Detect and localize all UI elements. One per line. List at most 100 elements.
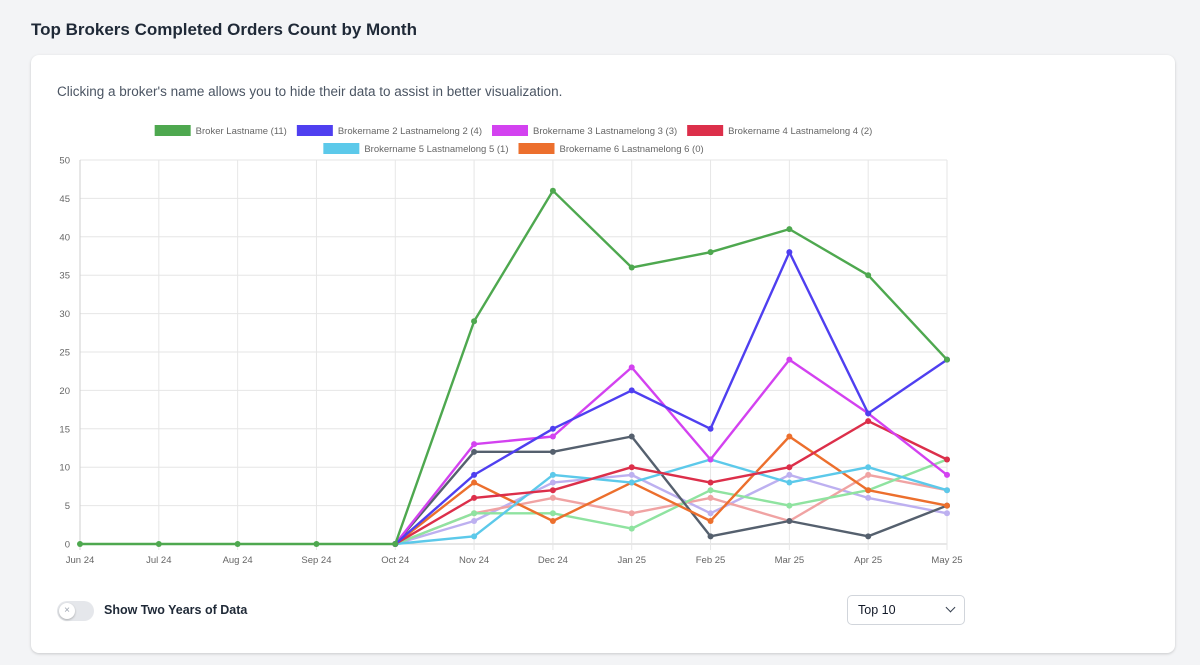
data-point <box>628 387 635 394</box>
y-tick-label: 40 <box>59 232 70 243</box>
data-point <box>549 471 556 478</box>
legend-swatch <box>296 125 333 136</box>
page-title: Top Brokers Completed Orders Count by Mo… <box>31 20 417 39</box>
data-point <box>865 410 872 417</box>
x-tick-label: Oct 24 <box>381 555 409 566</box>
data-point <box>628 510 635 517</box>
x-tick-label: Jan 25 <box>617 555 646 566</box>
x-tick-label: May 25 <box>931 555 962 566</box>
data-point <box>786 464 793 471</box>
data-point <box>707 487 714 494</box>
series-3 <box>392 356 950 547</box>
legend-item[interactable]: Brokername 5 Lastnamelong 5 (1) <box>323 143 509 155</box>
data-point <box>471 441 478 448</box>
data-point <box>865 487 872 494</box>
series-1 <box>77 187 950 547</box>
series-line <box>395 458 948 546</box>
y-tick-label: 10 <box>59 463 70 474</box>
y-tick-label: 0 <box>65 540 70 551</box>
data-point <box>707 479 714 486</box>
chart-hint-text: Clicking a broker's name allows you to h… <box>57 84 563 99</box>
data-point <box>628 264 635 271</box>
data-point <box>77 541 83 547</box>
y-tick-label: 45 <box>59 194 70 205</box>
chevron-down-icon <box>945 602 956 613</box>
legend-label: Brokername 3 Lastnamelong 3 (3) <box>533 126 677 137</box>
legend-label: Broker Lastname (11) <box>196 126 287 137</box>
data-point <box>549 510 556 517</box>
data-point <box>707 517 714 524</box>
legend-label: Brokername 2 Lastnamelong 2 (4) <box>338 126 482 137</box>
data-point <box>786 433 793 440</box>
legend-label: Brokername 6 Lastnamelong 6 (0) <box>560 144 704 155</box>
legend-swatch <box>323 143 360 154</box>
y-tick-label: 30 <box>59 309 70 320</box>
data-point <box>707 249 714 256</box>
data-point <box>786 479 793 486</box>
legend-item[interactable]: Broker Lastname (11) <box>154 125 287 137</box>
data-point <box>944 456 950 463</box>
legend-item[interactable]: Brokername 4 Lastnamelong 4 (2) <box>687 125 872 137</box>
chart-card: Clicking a broker's name allows you to h… <box>31 55 1175 653</box>
x-tick-label: Dec 24 <box>538 555 568 566</box>
two-years-toggle-label: Show Two Years of Data <box>104 603 248 617</box>
data-point <box>628 364 635 371</box>
data-point <box>707 425 714 432</box>
data-point <box>471 479 478 486</box>
legend-item[interactable]: Brokername 2 Lastnamelong 2 (4) <box>296 125 482 137</box>
data-point <box>549 448 556 455</box>
data-point <box>786 226 793 233</box>
data-point <box>944 471 950 478</box>
series-line <box>394 473 948 546</box>
data-point <box>471 494 478 501</box>
data-point <box>155 541 162 547</box>
y-tick-label: 35 <box>59 271 70 282</box>
x-tick-label: Jun 24 <box>66 555 95 566</box>
x-tick-label: Mar 25 <box>775 555 805 566</box>
data-point <box>707 456 714 463</box>
data-point <box>628 464 635 471</box>
two-years-toggle[interactable]: × <box>57 601 94 621</box>
x-tick-label: Apr 25 <box>854 555 882 566</box>
data-point <box>471 448 478 455</box>
data-point <box>471 517 478 524</box>
y-tick-label: 50 <box>59 156 70 167</box>
data-point <box>549 187 556 194</box>
data-point <box>471 471 478 478</box>
legend-swatch <box>154 125 191 136</box>
data-point <box>865 464 872 471</box>
series-line <box>394 419 948 546</box>
data-point <box>707 510 714 517</box>
legend-swatch <box>687 125 724 136</box>
data-point <box>786 249 793 256</box>
x-tick-label: Sep 24 <box>301 555 331 566</box>
data-point <box>628 479 635 486</box>
data-point <box>549 494 556 501</box>
data-point <box>707 533 714 540</box>
top-n-select-value: Top 10 <box>858 603 896 617</box>
y-tick-label: 5 <box>65 501 70 512</box>
y-tick-label: 15 <box>59 424 70 435</box>
series-line <box>394 458 948 546</box>
top-n-select[interactable]: Top 10 <box>847 595 965 625</box>
data-point <box>549 433 556 440</box>
data-point <box>944 356 950 363</box>
legend-swatch <box>492 125 529 136</box>
series-line <box>394 435 948 545</box>
legend-item[interactable]: Brokername 3 Lastnamelong 3 (3) <box>492 125 677 137</box>
data-point <box>549 425 556 432</box>
data-point <box>471 318 478 325</box>
series-line <box>394 435 948 545</box>
data-point <box>865 471 872 478</box>
legend-label: Brokername 5 Lastnamelong 5 (1) <box>364 144 508 155</box>
data-point <box>628 525 635 532</box>
y-tick-label: 20 <box>59 386 70 397</box>
x-tick-label: Feb 25 <box>696 555 726 566</box>
data-point <box>628 433 635 440</box>
line-chart: 0 5 10 15 20 25 30 35 40 45 50 Jun 24 Jul 24 Aug 24 Se… <box>59 125 963 566</box>
legend-item[interactable]: Brokername 6 Lastnamelong 6 (0) <box>518 143 704 155</box>
data-point <box>549 487 556 494</box>
data-point <box>944 487 950 494</box>
data-point <box>944 510 950 517</box>
data-point <box>865 533 872 540</box>
